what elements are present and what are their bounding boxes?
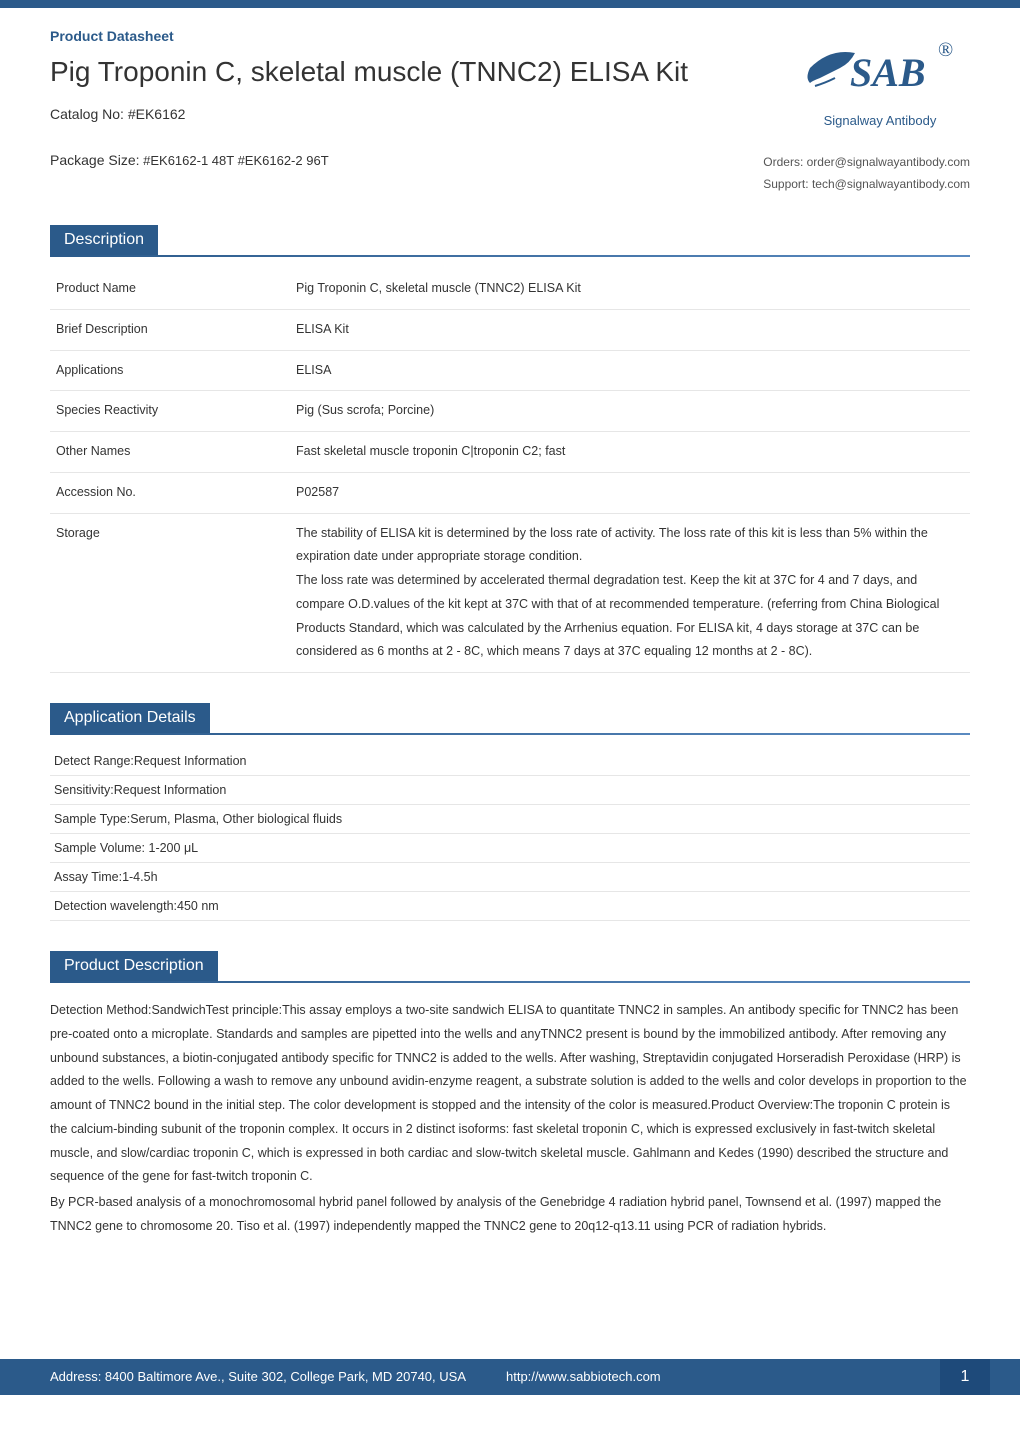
sab-logo-icon: SAB ® xyxy=(800,28,960,108)
application-details-section: Application Details Detect Range:Request… xyxy=(50,703,970,921)
desc-row-value: Pig (Sus scrofa; Porcine) xyxy=(290,391,970,432)
product-title: Pig Troponin C, skeletal muscle (TNNC2) … xyxy=(50,56,790,88)
header-left: Product Datasheet Pig Troponin C, skelet… xyxy=(50,28,790,152)
list-item: Detection wavelength:450 nm xyxy=(50,892,970,921)
product-description-section: Product Description Detection Method:San… xyxy=(50,951,970,1239)
product-description-paragraph: By PCR-based analysis of a monochromosom… xyxy=(50,1191,970,1239)
footer-bar: Address: 8400 Baltimore Ave., Suite 302,… xyxy=(0,1359,1020,1395)
table-row: StorageThe stability of ELISA kit is det… xyxy=(50,513,970,673)
list-item: Assay Time:1-4.5h xyxy=(50,863,970,892)
application-details-list: Detect Range:Request InformationSensitiv… xyxy=(50,747,970,921)
description-section: Description Product NamePig Troponin C, … xyxy=(50,225,970,673)
footer-text: Address: 8400 Baltimore Ave., Suite 302,… xyxy=(50,1369,661,1384)
application-details-header: Application Details xyxy=(50,703,210,733)
table-row: Other NamesFast skeletal muscle troponin… xyxy=(50,432,970,473)
orders-email: order@signalwayantibody.com xyxy=(807,155,970,169)
support-label: Support: xyxy=(763,177,808,191)
orders-label: Orders: xyxy=(763,155,803,169)
desc-row-value: P02587 xyxy=(290,472,970,513)
desc-row-value: The stability of ELISA kit is determined… xyxy=(290,513,970,673)
package-size-value: #EK6162-1 48T #EK6162-2 96T xyxy=(143,153,329,168)
svg-text:®: ® xyxy=(938,39,953,61)
top-accent-bar xyxy=(0,0,1020,8)
table-row: Accession No.P02587 xyxy=(50,472,970,513)
datasheet-label: Product Datasheet xyxy=(50,28,790,44)
desc-row-label: Species Reactivity xyxy=(50,391,290,432)
list-item: Sensitivity:Request Information xyxy=(50,776,970,805)
description-header: Description xyxy=(50,225,158,255)
catalog-no: Catalog No: #EK6162 xyxy=(50,106,790,122)
desc-row-value: Pig Troponin C, skeletal muscle (TNNC2) … xyxy=(290,269,970,309)
desc-row-label: Brief Description xyxy=(50,309,290,350)
table-row: Brief DescriptionELISA Kit xyxy=(50,309,970,350)
table-row: Species ReactivityPig (Sus scrofa; Porci… xyxy=(50,391,970,432)
table-row: Product NamePig Troponin C, skeletal mus… xyxy=(50,269,970,309)
desc-row-label: Other Names xyxy=(50,432,290,473)
product-description-text: Detection Method:SandwichTest principle:… xyxy=(50,999,970,1239)
product-description-paragraph: Detection Method:SandwichTest principle:… xyxy=(50,999,970,1189)
footer-address: Address: 8400 Baltimore Ave., Suite 302,… xyxy=(50,1369,466,1384)
logo-area: SAB ® Signalway Antibody xyxy=(790,28,970,128)
orders-line: Orders: order@signalwayantibody.com xyxy=(763,152,970,174)
logo-tagline: Signalway Antibody xyxy=(790,113,970,128)
desc-row-value: ELISA Kit xyxy=(290,309,970,350)
section-rule xyxy=(50,733,970,735)
page-number: 1 xyxy=(940,1359,990,1395)
package-size-label: Package Size: xyxy=(50,152,140,168)
section-rule xyxy=(50,981,970,983)
section-rule xyxy=(50,255,970,257)
header-row: Product Datasheet Pig Troponin C, skelet… xyxy=(50,28,970,152)
product-description-header: Product Description xyxy=(50,951,218,981)
catalog-value: #EK6162 xyxy=(128,106,186,122)
desc-row-label: Applications xyxy=(50,350,290,391)
list-item: Detect Range:Request Information xyxy=(50,747,970,776)
package-size: Package Size: #EK6162-1 48T #EK6162-2 96… xyxy=(50,152,329,168)
list-item: Sample Volume: 1-200 μL xyxy=(50,834,970,863)
page-content: Product Datasheet Pig Troponin C, skelet… xyxy=(0,8,1020,1239)
desc-row-value: ELISA xyxy=(290,350,970,391)
description-table: Product NamePig Troponin C, skeletal mus… xyxy=(50,269,970,673)
desc-row-label: Product Name xyxy=(50,269,290,309)
contact-block: Orders: order@signalwayantibody.com Supp… xyxy=(763,152,970,195)
support-line: Support: tech@signalwayantibody.com xyxy=(763,174,970,196)
list-item: Sample Type:Serum, Plasma, Other biologi… xyxy=(50,805,970,834)
svg-text:SAB: SAB xyxy=(850,50,926,95)
footer-url: http://www.sabbiotech.com xyxy=(506,1369,661,1384)
desc-row-label: Storage xyxy=(50,513,290,673)
catalog-label: Catalog No: xyxy=(50,106,124,122)
support-email: tech@signalwayantibody.com xyxy=(812,177,970,191)
desc-row-value: Fast skeletal muscle troponin C|troponin… xyxy=(290,432,970,473)
desc-row-label: Accession No. xyxy=(50,472,290,513)
package-row: Package Size: #EK6162-1 48T #EK6162-2 96… xyxy=(50,152,970,195)
table-row: ApplicationsELISA xyxy=(50,350,970,391)
